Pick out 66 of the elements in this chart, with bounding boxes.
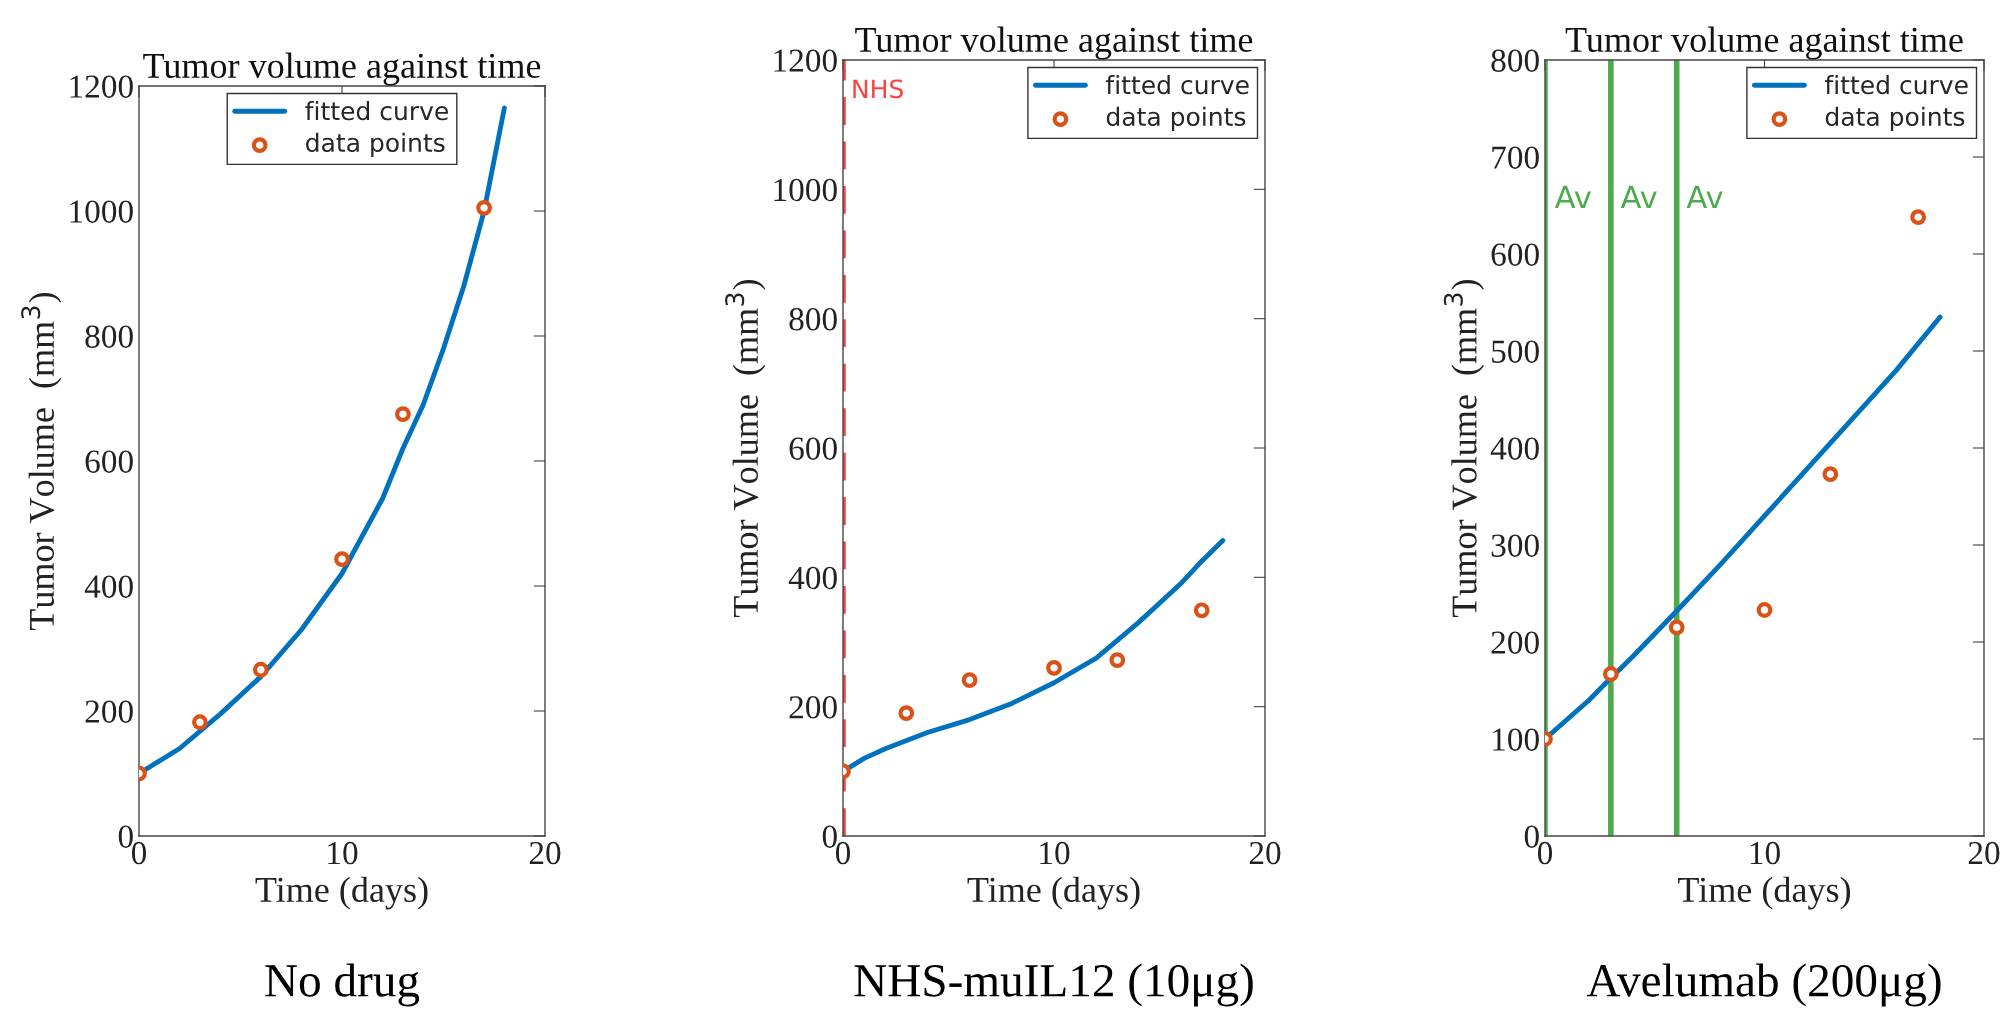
y-tick-label: 0 <box>118 825 133 848</box>
x-tick-label: 20 <box>1968 841 2000 865</box>
y-tick-label: 1200 <box>774 49 837 72</box>
y-tick-label: 1000 <box>774 178 837 202</box>
point <box>252 661 269 678</box>
x-axis-title: Time (days) <box>255 876 428 910</box>
text: NHS-muIL12 (10μg) <box>854 963 1253 1007</box>
y-tick-label: 100 <box>1493 728 1539 751</box>
point <box>898 705 915 722</box>
y-tick-label: 800 <box>789 308 837 331</box>
x-tick-label: 10 <box>328 841 358 865</box>
y-axis-title: Tumor Volume (mm$^{3}$) <box>725 279 766 618</box>
point <box>1109 652 1126 669</box>
point <box>961 672 978 689</box>
y-tick-label: 400 <box>84 575 133 598</box>
legend-label: data points <box>1825 106 1965 131</box>
y-tick-label: 200 <box>1491 631 1539 654</box>
y-tick-label: 1000 <box>70 200 133 223</box>
ref-line-label: Av <box>1620 185 1657 209</box>
legend-label: data points <box>1106 106 1246 131</box>
chart-title: Tumor volume against time <box>1565 26 1963 60</box>
point <box>1193 602 1210 619</box>
point <box>192 714 208 731</box>
legend-label: fitted curve <box>1105 75 1249 95</box>
y-tick-label: 800 <box>85 325 133 348</box>
x-axis-title: Time (days) <box>967 876 1140 910</box>
y-tick-label: 200 <box>789 696 837 719</box>
x-tick-label: 20 <box>529 841 561 865</box>
point <box>1756 602 1773 618</box>
y-tick-label: 600 <box>789 437 837 460</box>
point <box>1602 666 1619 682</box>
legend-label: data points <box>306 132 445 157</box>
chart-title: Tumor volume against time <box>143 52 541 86</box>
text: No drug <box>265 963 420 1007</box>
point <box>1822 466 1839 483</box>
point <box>395 406 411 423</box>
y-tick-label: 400 <box>1490 437 1539 460</box>
x-axis-title: Time (days) <box>1678 876 1851 910</box>
y-tick-label: 200 <box>85 700 133 723</box>
point <box>1046 659 1062 676</box>
legend-label: fitted curve <box>1824 75 1968 95</box>
x-tick-label: 20 <box>1249 841 1281 865</box>
y-axis-title: Tumor Volume (mm$^{3}$) <box>1443 279 1485 618</box>
y-tick-label: 700 <box>1492 146 1539 169</box>
point <box>334 551 350 568</box>
point <box>1668 619 1685 636</box>
legend-label: fitted curve <box>305 101 448 121</box>
x-tick-label: 10 <box>1750 841 1780 865</box>
ref-line-label: Av <box>1554 185 1591 209</box>
y-tick-label: 500 <box>1492 340 1539 363</box>
y-tick-label: 0 <box>1524 825 1539 848</box>
y-axis-title: Tumor Volume (mm$^{3}$) <box>21 292 62 631</box>
ref-line-label: Av <box>1686 185 1723 209</box>
point <box>1910 209 1927 226</box>
y-tick-label: 600 <box>85 450 133 473</box>
y-tick-label: 0 <box>822 825 837 848</box>
y-tick-label: 300 <box>1491 534 1539 557</box>
x-tick-label: 10 <box>1040 841 1070 865</box>
y-tick-label: 1200 <box>70 75 133 98</box>
chart-title: Tumor volume against time <box>855 26 1253 60</box>
ref-line-label: NHS <box>853 79 903 99</box>
y-tick-label: 800 <box>1491 49 1539 72</box>
text: Avelumab (200μg) <box>1586 963 1941 1007</box>
y-tick-label: 600 <box>1491 243 1539 266</box>
point <box>476 199 492 216</box>
y-tick-label: 400 <box>788 566 837 590</box>
